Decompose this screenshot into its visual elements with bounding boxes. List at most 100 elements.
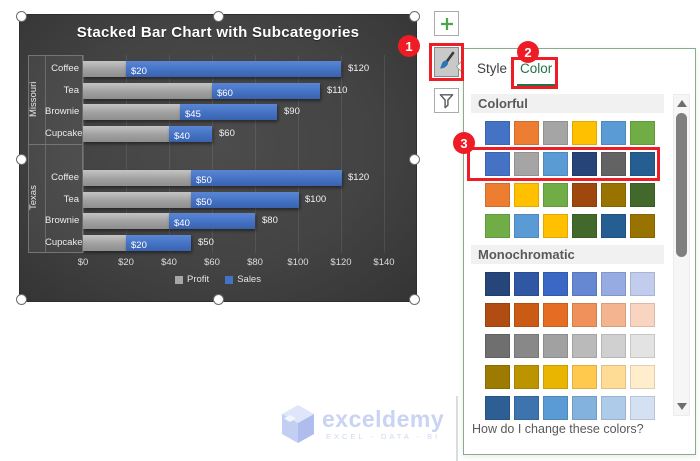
- sales-bar-segment[interactable]: $60: [212, 83, 320, 99]
- sales-bar-segment[interactable]: $20: [126, 61, 341, 77]
- color-swatch[interactable]: [601, 183, 626, 207]
- selection-handle-top-right[interactable]: [409, 11, 420, 22]
- bar-row[interactable]: $40: [83, 126, 212, 142]
- palette-row[interactable]: [485, 214, 674, 238]
- chart-filters-button[interactable]: [434, 88, 459, 113]
- bar-row[interactable]: $40: [83, 213, 255, 229]
- color-swatch[interactable]: [514, 396, 539, 420]
- color-swatch[interactable]: [630, 152, 655, 176]
- bar-row[interactable]: $20: [83, 61, 341, 77]
- color-swatch[interactable]: [543, 214, 568, 238]
- color-swatch[interactable]: [485, 396, 510, 420]
- bar-row[interactable]: $20: [83, 235, 191, 251]
- color-swatch[interactable]: [630, 365, 655, 389]
- scrollbar-up-arrow-icon[interactable]: [677, 100, 687, 107]
- color-swatch[interactable]: [485, 365, 510, 389]
- selection-handle-bottom-right[interactable]: [409, 294, 420, 305]
- color-swatch[interactable]: [601, 365, 626, 389]
- palette-row[interactable]: [485, 121, 674, 145]
- color-swatch[interactable]: [514, 121, 539, 145]
- selection-handle-middle-left[interactable]: [16, 154, 27, 165]
- color-swatch[interactable]: [543, 365, 568, 389]
- color-swatch[interactable]: [572, 396, 597, 420]
- panel-scrollbar[interactable]: [673, 94, 690, 416]
- color-swatch[interactable]: [543, 183, 568, 207]
- color-swatch[interactable]: [514, 214, 539, 238]
- palette-row[interactable]: [485, 396, 674, 420]
- profit-bar-segment[interactable]: [83, 213, 169, 229]
- color-swatch[interactable]: [485, 272, 510, 296]
- color-swatch[interactable]: [601, 303, 626, 327]
- profit-bar-segment[interactable]: [83, 192, 191, 208]
- color-swatch[interactable]: [572, 152, 597, 176]
- sales-bar-segment[interactable]: $40: [169, 126, 212, 142]
- profit-bar-segment[interactable]: [83, 235, 126, 251]
- color-swatch[interactable]: [630, 214, 655, 238]
- selection-handle-middle-right[interactable]: [409, 154, 420, 165]
- bar-row[interactable]: $60: [83, 83, 320, 99]
- tab-style[interactable]: Style: [477, 61, 508, 76]
- selection-handle-bottom-center[interactable]: [213, 294, 224, 305]
- color-swatch[interactable]: [485, 121, 510, 145]
- tab-color[interactable]: Color: [520, 61, 553, 76]
- sales-bar-segment[interactable]: $50: [191, 170, 342, 186]
- color-swatch[interactable]: [485, 183, 510, 207]
- color-swatch[interactable]: [514, 183, 539, 207]
- color-swatch[interactable]: [572, 183, 597, 207]
- color-swatch[interactable]: [601, 121, 626, 145]
- color-swatch[interactable]: [601, 334, 626, 358]
- color-swatch[interactable]: [630, 272, 655, 296]
- profit-bar-segment[interactable]: [83, 170, 191, 186]
- palette-row[interactable]: [485, 365, 674, 389]
- profit-bar-segment[interactable]: [83, 126, 169, 142]
- profit-bar-segment[interactable]: [83, 104, 180, 120]
- chart-styles-button[interactable]: [434, 47, 459, 77]
- color-swatch[interactable]: [601, 396, 626, 420]
- color-swatch[interactable]: [601, 214, 626, 238]
- scrollbar-down-arrow-icon[interactable]: [677, 403, 687, 410]
- palette-row[interactable]: [485, 272, 674, 296]
- color-swatch[interactable]: [572, 121, 597, 145]
- sales-bar-segment[interactable]: $40: [169, 213, 255, 229]
- color-swatch[interactable]: [630, 121, 655, 145]
- color-swatch[interactable]: [572, 303, 597, 327]
- color-swatch[interactable]: [485, 303, 510, 327]
- color-swatch[interactable]: [543, 303, 568, 327]
- selection-handle-top-left[interactable]: [16, 11, 27, 22]
- color-swatch[interactable]: [601, 152, 626, 176]
- color-swatch[interactable]: [630, 183, 655, 207]
- sales-bar-segment[interactable]: $20: [126, 235, 191, 251]
- color-swatch[interactable]: [630, 334, 655, 358]
- scrollbar-thumb[interactable]: [676, 113, 687, 257]
- selection-handle-bottom-left[interactable]: [16, 294, 27, 305]
- color-swatch[interactable]: [543, 334, 568, 358]
- change-colors-link[interactable]: How do I change these colors?: [472, 422, 644, 436]
- color-swatch[interactable]: [485, 152, 510, 176]
- color-swatch[interactable]: [572, 365, 597, 389]
- profit-bar-segment[interactable]: [83, 61, 126, 77]
- color-swatch[interactable]: [601, 272, 626, 296]
- bar-row[interactable]: $50: [83, 192, 299, 208]
- palette-row[interactable]: [485, 303, 674, 327]
- color-swatch[interactable]: [572, 334, 597, 358]
- palette-row[interactable]: [485, 152, 674, 176]
- chart-elements-button[interactable]: [434, 11, 459, 36]
- color-swatch[interactable]: [514, 365, 539, 389]
- selection-handle-top-center[interactable]: [213, 11, 224, 22]
- color-swatch[interactable]: [514, 152, 539, 176]
- chart-area[interactable]: Stacked Bar Chart with Subcategories $0 $…: [16, 11, 420, 305]
- color-swatch[interactable]: [543, 272, 568, 296]
- color-swatch[interactable]: [514, 334, 539, 358]
- color-swatch[interactable]: [543, 396, 568, 420]
- color-swatch[interactable]: [543, 121, 568, 145]
- profit-bar-segment[interactable]: [83, 83, 212, 99]
- color-swatch[interactable]: [543, 152, 568, 176]
- color-swatch[interactable]: [630, 303, 655, 327]
- color-swatch[interactable]: [572, 214, 597, 238]
- palette-row[interactable]: [485, 183, 674, 207]
- sales-bar-segment[interactable]: $45: [180, 104, 277, 120]
- sales-bar-segment[interactable]: $50: [191, 192, 299, 208]
- color-swatch[interactable]: [572, 272, 597, 296]
- color-swatch[interactable]: [485, 214, 510, 238]
- color-swatch[interactable]: [485, 334, 510, 358]
